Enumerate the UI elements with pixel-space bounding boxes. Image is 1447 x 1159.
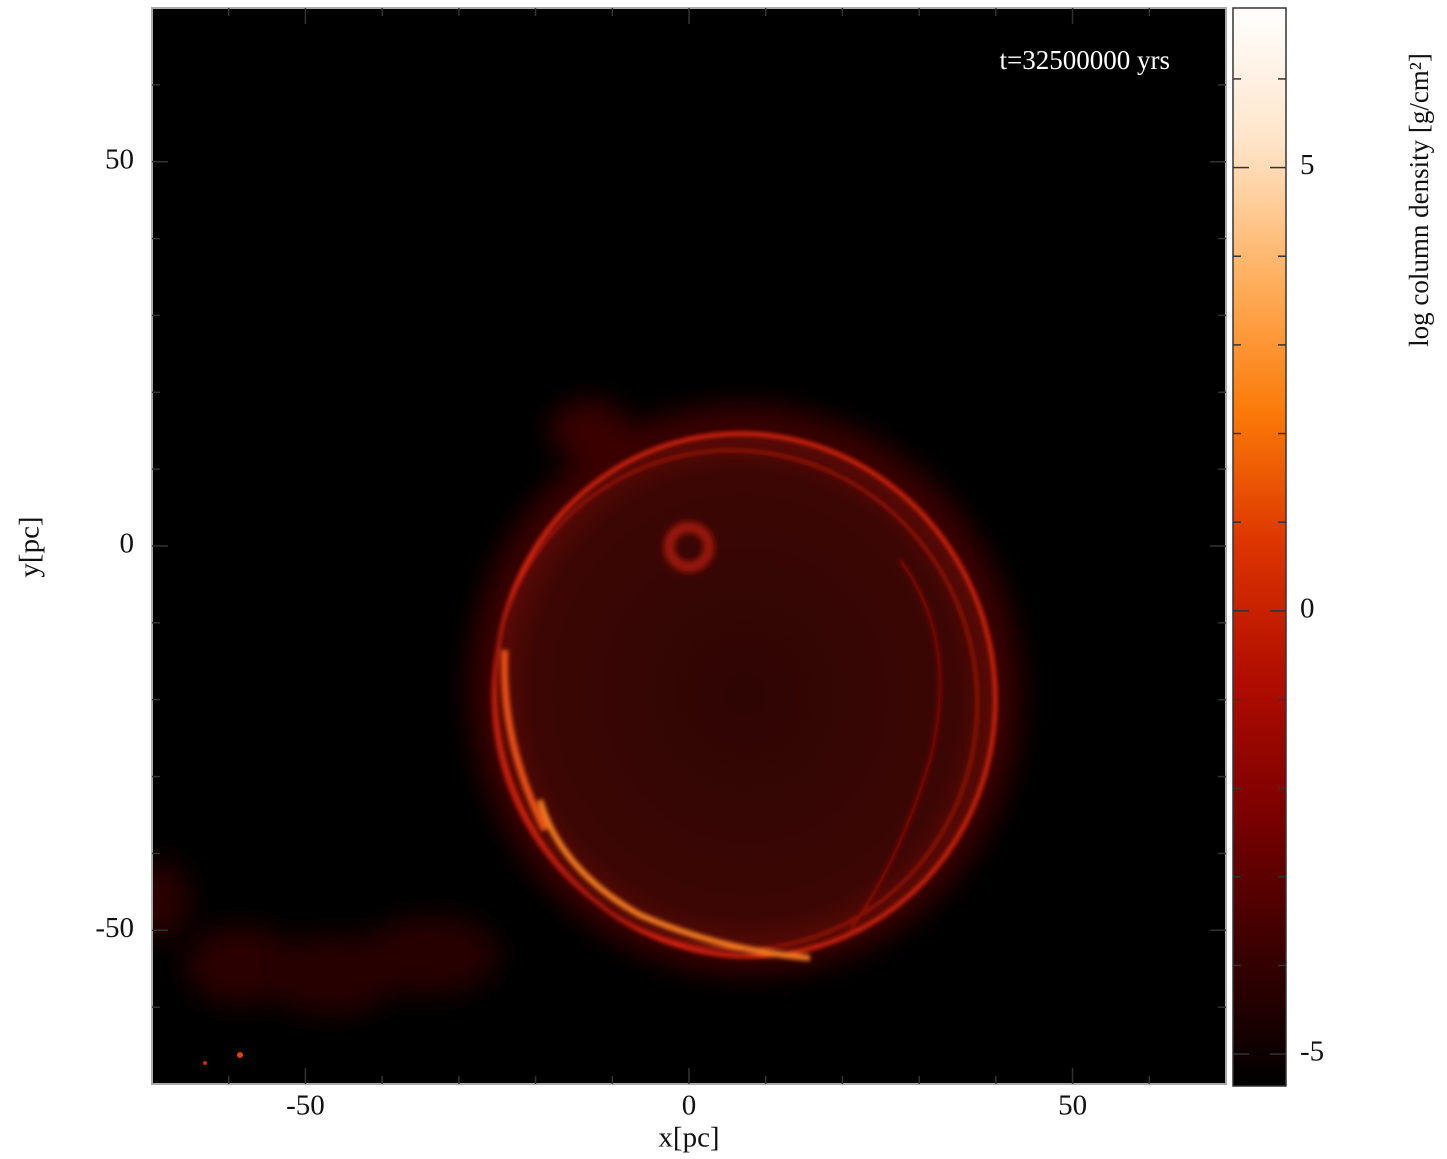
speck [237,1052,243,1058]
x-axis-label: x[pc] [658,1122,719,1154]
annotation: t=32500000 yrs [1000,45,1170,75]
y-tick-label: 0 [120,528,135,560]
speck [203,1061,207,1065]
chart: t=32500000 yrs x[pc] y[pc] log column de… [0,0,1447,1159]
colorbar-tick-label: -5 [1300,1036,1324,1068]
gas-blob [130,860,190,940]
page: {"chart_data": { "type": "heatmap", "ann… [0,0,1447,1159]
colorbar-tick-label: 0 [1300,592,1315,624]
density-map [130,8,1226,1084]
gas-blob [550,400,630,460]
y-axis-label: y[pc] [14,516,46,577]
colorbar-tick-label: 5 [1300,149,1315,181]
colorbar [1233,8,1286,1086]
y-tick-label: -50 [95,912,134,944]
gas-blob [360,915,500,995]
colorbar-label: log column density [g/cm²] [1404,53,1434,347]
x-tick-label: 0 [682,1090,697,1122]
y-tick-label: 50 [105,143,134,175]
x-tick-label: -50 [286,1090,325,1122]
x-tick-label: 50 [1058,1090,1087,1122]
